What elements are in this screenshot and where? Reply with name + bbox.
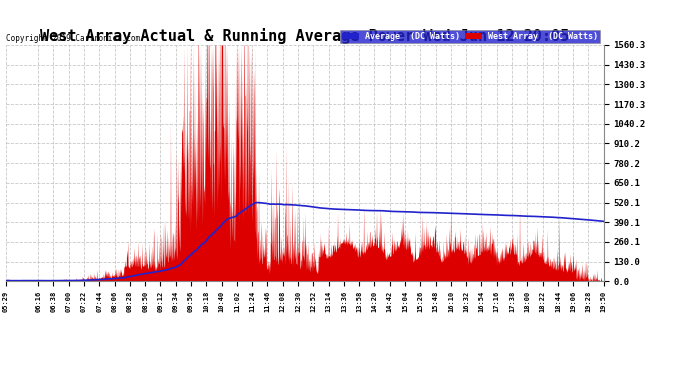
Text: Copyright 2019 Cartronics.com: Copyright 2019 Cartronics.com [6, 34, 139, 43]
Legend: Average  (DC Watts), West Array  (DC Watts): Average (DC Watts), West Array (DC Watts… [340, 30, 600, 43]
Title: West Array Actual & Running Average Power Wed Jun 12 20:05: West Array Actual & Running Average Powe… [40, 28, 569, 44]
